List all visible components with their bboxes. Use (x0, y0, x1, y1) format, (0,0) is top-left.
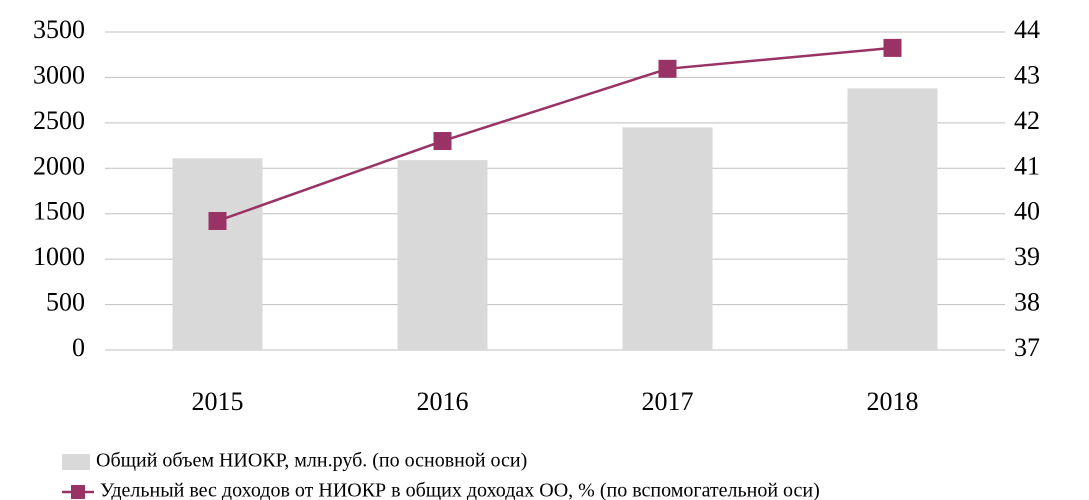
marker (433, 132, 452, 151)
bar (622, 127, 713, 351)
x-tick-label: 2016 (417, 387, 469, 416)
line (217, 46, 893, 223)
legend-label: Удельный вес доходов от НИОКР в общих до… (100, 480, 820, 500)
y2-tick-label: 42 (1014, 106, 1040, 135)
y-tick-label: 3000 (33, 60, 85, 89)
bar (172, 158, 263, 350)
y-tick-label: 2000 (33, 151, 85, 180)
y-tick-label: 0 (72, 333, 85, 362)
bar (847, 88, 938, 351)
legend-swatch (62, 454, 90, 470)
y-tick-label: 1000 (33, 242, 85, 271)
y2-tick-label: 40 (1014, 197, 1040, 226)
x-tick-label: 2017 (642, 387, 694, 416)
marker (208, 211, 227, 230)
y-tick-label: 500 (46, 288, 85, 317)
y-tick-label: 2500 (33, 106, 85, 135)
y2-tick-label: 44 (1014, 15, 1040, 44)
bar (397, 160, 488, 350)
marker (883, 38, 902, 57)
x-tick-label: 2015 (192, 387, 244, 416)
legend-label: Общий объем НИОКР, млн.руб. (по основной… (96, 450, 527, 472)
marker (658, 59, 677, 78)
y2-tick-label: 37 (1014, 333, 1040, 362)
x-tick-label: 2018 (867, 387, 919, 416)
y-tick-label: 3500 (33, 15, 85, 44)
legend-marker (71, 485, 85, 499)
y-tick-label: 1500 (33, 197, 85, 226)
y2-tick-label: 41 (1014, 151, 1040, 180)
y2-tick-label: 39 (1014, 242, 1040, 271)
y2-tick-label: 43 (1014, 60, 1040, 89)
y2-tick-label: 38 (1014, 288, 1040, 317)
